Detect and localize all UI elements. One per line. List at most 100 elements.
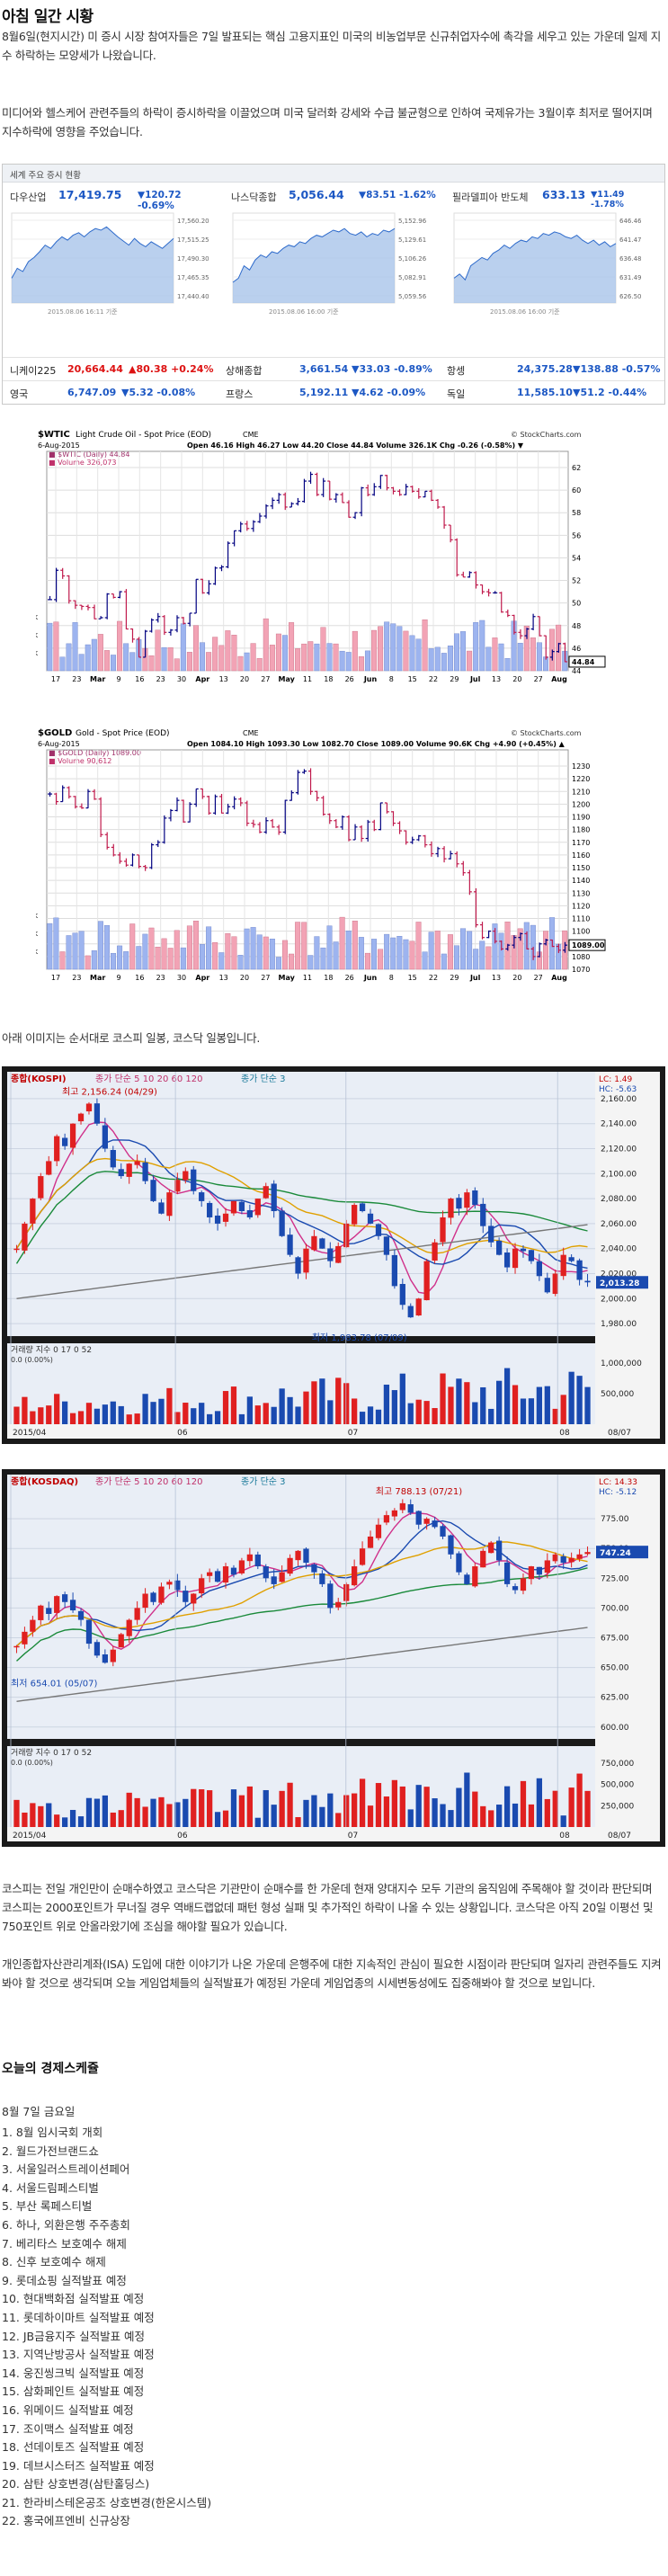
price-bar xyxy=(423,490,428,498)
market-change: ▼138.88 -0.57% xyxy=(573,363,661,375)
price-bar xyxy=(85,604,91,611)
price-bar xyxy=(174,615,180,633)
candle-body xyxy=(536,1261,542,1277)
sparkline-tick: 631.49 xyxy=(619,274,642,281)
price-bar xyxy=(181,799,186,823)
price-bar xyxy=(79,604,85,611)
candle-body xyxy=(456,1198,462,1209)
chart-label: 종합(KOSPI) xyxy=(11,1073,67,1084)
volume-bar xyxy=(102,1795,108,1827)
sparkline-area xyxy=(233,228,395,303)
candle xyxy=(496,1536,503,1566)
volume-bar xyxy=(142,1394,148,1424)
volume-bar xyxy=(150,1402,156,1424)
price-bar xyxy=(549,649,555,661)
volume-bar xyxy=(384,933,390,970)
candle-body xyxy=(464,1574,470,1584)
volume-bar xyxy=(22,1396,28,1424)
index-nasdaq[interactable]: 나스닥종합 5,056.44 ▼83.51 -1.62% 5,152.96 5,1… xyxy=(224,188,436,332)
volume-bar xyxy=(560,1395,566,1424)
moving-average-5 xyxy=(16,1512,588,1650)
candle xyxy=(391,1508,397,1521)
volume-bar xyxy=(66,643,72,672)
candle xyxy=(85,1101,93,1115)
price-bar xyxy=(441,505,447,530)
chart-y-tick: 1220 xyxy=(572,775,590,783)
candle xyxy=(94,1639,101,1658)
candle xyxy=(13,1244,20,1253)
volume-bar xyxy=(59,951,66,970)
chart-ma-legend: 종가 단순 5 10 20 60 120 xyxy=(95,1074,203,1084)
candle-body xyxy=(85,1619,93,1645)
volume-bar xyxy=(311,1381,317,1424)
volume-bar xyxy=(134,1413,140,1424)
chart-y-tick: 775.00 xyxy=(601,1515,629,1524)
volume-bar xyxy=(456,1378,462,1424)
candle-body xyxy=(158,1202,165,1214)
chart-x-tick: 20 xyxy=(512,675,521,683)
chart-brand: © StockCharts.com xyxy=(511,431,582,439)
candle-body xyxy=(199,1192,205,1201)
volume-bar xyxy=(496,1805,503,1827)
candle-body xyxy=(383,1515,390,1523)
candle xyxy=(432,1517,438,1529)
candle-body xyxy=(456,1553,462,1573)
candle-body xyxy=(166,1192,173,1217)
candle-body xyxy=(174,1180,181,1192)
volume-bar xyxy=(103,650,110,672)
volume-bar xyxy=(230,1386,237,1424)
chart-y-tick: 600.00 xyxy=(601,1724,629,1733)
candle-body xyxy=(54,1596,60,1613)
volume-bar xyxy=(263,618,269,672)
candle xyxy=(383,1511,390,1526)
intro-paragraph-2: 미디어와 헬스케어 관련주들의 하락이 증시하락을 이끌었으며 미국 달러화 강… xyxy=(2,106,653,138)
volume-bar xyxy=(517,928,523,970)
volume-bar xyxy=(256,934,263,970)
candle-body xyxy=(199,1578,205,1594)
market-value: 24,375.28 xyxy=(517,363,573,375)
volume-bar xyxy=(326,925,333,970)
chart-y-tick: 2,140.00 xyxy=(601,1120,637,1129)
volume-bar xyxy=(263,1403,269,1424)
volume-bar xyxy=(77,1411,85,1424)
candle xyxy=(512,1243,519,1274)
schedule-date: 8월 7일 금요일 xyxy=(2,2105,76,2118)
market-value: 11,585.10 xyxy=(517,387,573,398)
chart-y-tick: 2,120.00 xyxy=(601,1145,637,1154)
candle xyxy=(191,1592,197,1611)
candle-body xyxy=(207,1572,213,1576)
volume-bar xyxy=(422,951,428,970)
candle xyxy=(54,1595,60,1619)
price-bar xyxy=(67,786,72,799)
volume-bar xyxy=(238,1413,245,1424)
volume-bar xyxy=(568,1787,574,1827)
price-bar xyxy=(238,521,244,533)
candle xyxy=(423,1517,430,1530)
volume-bar xyxy=(94,1408,101,1424)
candle-body xyxy=(102,1125,108,1149)
price-bar xyxy=(92,789,97,800)
candle-body xyxy=(150,1592,156,1602)
candle xyxy=(335,1242,342,1264)
volume-bar xyxy=(391,1390,397,1424)
chart-x-tick: 9 xyxy=(116,974,120,982)
candle-body xyxy=(311,1235,317,1251)
price-bar xyxy=(245,521,250,531)
candle-body xyxy=(343,1583,350,1601)
market-name: 영국 xyxy=(10,388,29,400)
chart-y-tick: 675.00 xyxy=(601,1634,629,1643)
index-dow[interactable]: 다우산업 17,419.75 ▼120.72 -0.69% 17,560.20 1… xyxy=(3,188,215,332)
price-bar xyxy=(92,604,97,619)
volume-bar xyxy=(512,1385,519,1424)
chart-y-tick: 1200 xyxy=(572,800,590,808)
price-bar xyxy=(454,851,459,868)
candle xyxy=(528,1565,535,1585)
sparkline-area xyxy=(12,227,174,303)
volume-bar xyxy=(186,652,192,672)
chart-x-tick: 17 xyxy=(51,675,60,683)
index-sox[interactable]: 필라델피아 반도체 633.13 ▼11.49 -1.78% 646.46 641… xyxy=(445,188,657,332)
price-bar xyxy=(390,811,396,826)
candle-body xyxy=(503,1252,511,1268)
chart-x-tick: Jun xyxy=(363,675,378,683)
price-bar xyxy=(54,567,59,602)
